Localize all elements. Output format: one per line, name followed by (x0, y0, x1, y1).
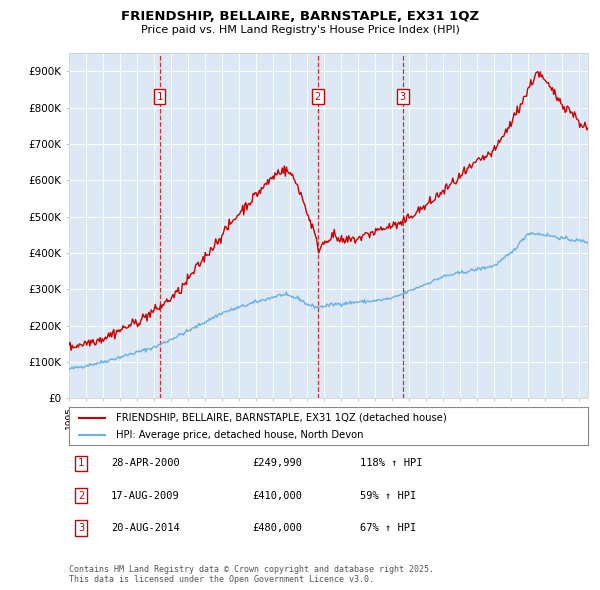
Text: £480,000: £480,000 (252, 523, 302, 533)
Text: 2: 2 (314, 91, 321, 101)
Text: 20-AUG-2014: 20-AUG-2014 (111, 523, 180, 533)
Text: Price paid vs. HM Land Registry's House Price Index (HPI): Price paid vs. HM Land Registry's House … (140, 25, 460, 35)
Text: 28-APR-2000: 28-APR-2000 (111, 458, 180, 468)
Text: 2: 2 (78, 491, 84, 500)
Text: HPI: Average price, detached house, North Devon: HPI: Average price, detached house, Nort… (116, 430, 363, 440)
Text: 118% ↑ HPI: 118% ↑ HPI (360, 458, 422, 468)
Text: 1: 1 (157, 91, 163, 101)
Text: £249,990: £249,990 (252, 458, 302, 468)
Text: 67% ↑ HPI: 67% ↑ HPI (360, 523, 416, 533)
Text: 59% ↑ HPI: 59% ↑ HPI (360, 491, 416, 500)
Text: FRIENDSHIP, BELLAIRE, BARNSTAPLE, EX31 1QZ: FRIENDSHIP, BELLAIRE, BARNSTAPLE, EX31 1… (121, 10, 479, 23)
Text: FRIENDSHIP, BELLAIRE, BARNSTAPLE, EX31 1QZ (detached house): FRIENDSHIP, BELLAIRE, BARNSTAPLE, EX31 1… (116, 413, 446, 423)
Text: Contains HM Land Registry data © Crown copyright and database right 2025.
This d: Contains HM Land Registry data © Crown c… (69, 565, 434, 584)
Text: 17-AUG-2009: 17-AUG-2009 (111, 491, 180, 500)
Text: 3: 3 (400, 91, 406, 101)
Text: 1: 1 (78, 458, 84, 468)
Text: 3: 3 (78, 523, 84, 533)
Text: £410,000: £410,000 (252, 491, 302, 500)
